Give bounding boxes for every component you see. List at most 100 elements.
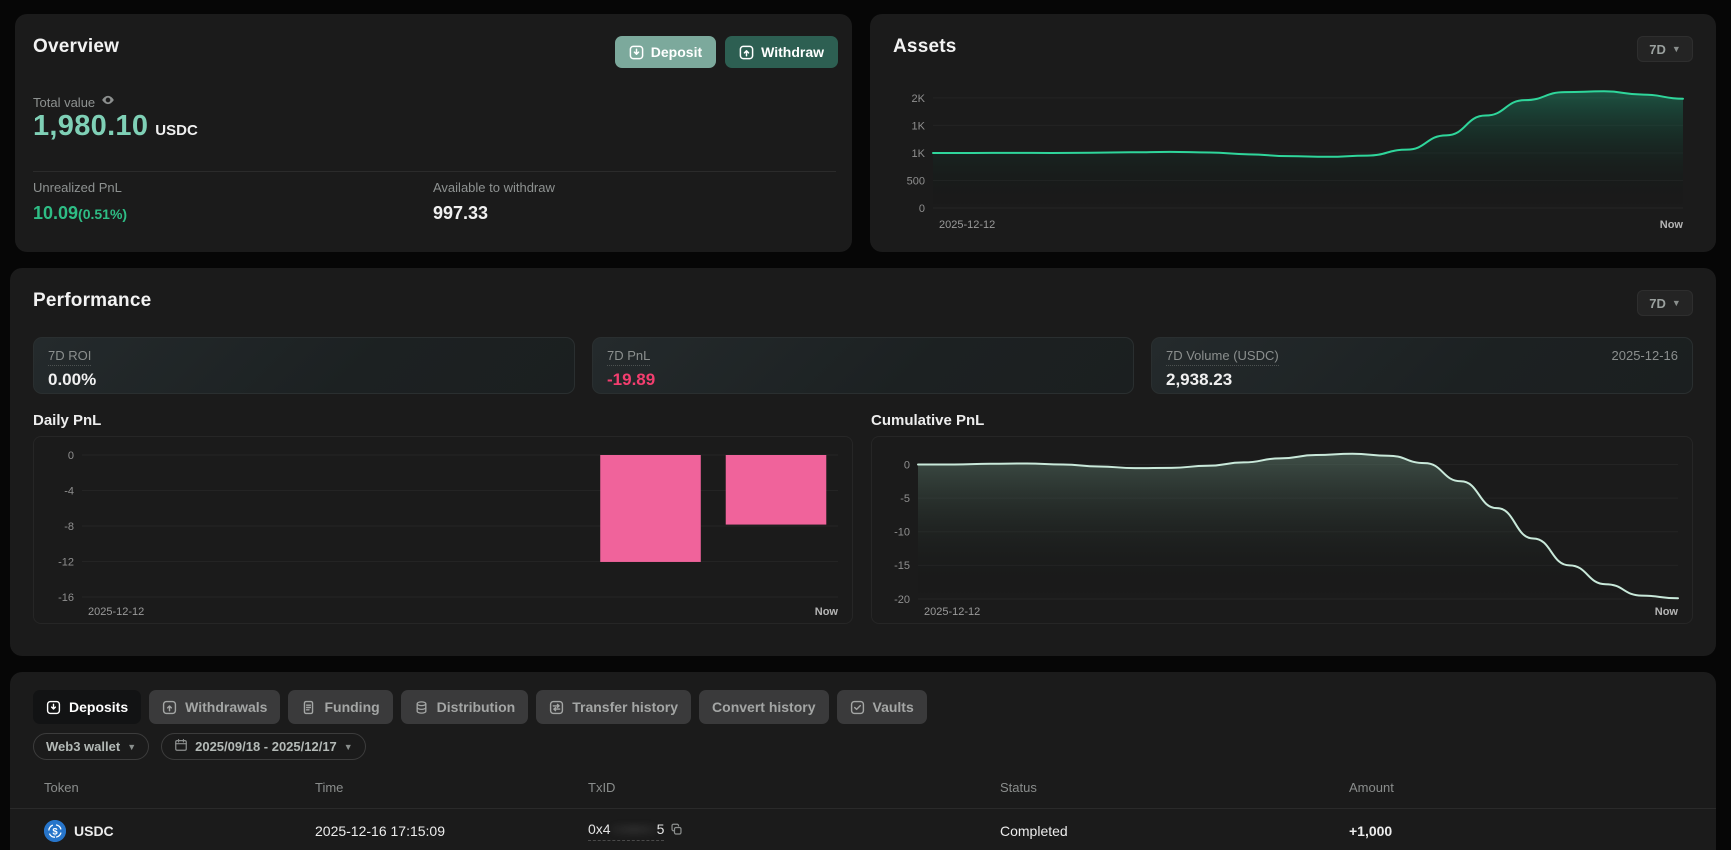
cumulative-pnl-title: Cumulative PnL [871,412,985,429]
col-header-status: Status [1000,780,1037,795]
transfer-icon [549,700,564,715]
withdraw-button[interactable]: Withdraw [725,36,838,68]
cumulative-pnl-chart: 0 -5 -10 -15 -20 2025-12-12 Now [871,436,1693,624]
overview-title: Overview [33,36,120,57]
chevron-down-icon: ▼ [343,741,353,752]
vaults-icon [850,700,865,715]
col-header-token: Token [44,780,79,795]
chevron-down-icon: ▼ [127,741,137,752]
tab-withdrawals[interactable]: Withdrawals [149,690,281,724]
tx-amount: +1,000 [1349,823,1393,839]
volume-value: 2,938.23 [1166,370,1233,389]
funding-icon [301,700,316,715]
svg-text:500: 500 [907,175,925,187]
svg-text:-4: -4 [64,485,74,497]
tx-status: Completed [1000,823,1068,839]
svg-text:-5: -5 [900,493,910,505]
tab-funding[interactable]: Funding [288,690,393,724]
eye-icon[interactable] [101,93,115,112]
table-header-divider [10,808,1716,809]
distribution-icon [414,700,429,715]
history-tabs: Deposits Withdrawals Fun [33,690,927,724]
svg-text:-12: -12 [58,556,74,568]
stat-card-pnl: 7D PnL -19.89 [592,337,1134,394]
assets-range-selector[interactable]: 7D ▼ [1637,36,1693,62]
svg-text:Now: Now [815,606,839,618]
tab-distribution[interactable]: Distribution [400,690,529,724]
roi-value: 0.00% [48,370,97,389]
performance-panel: Performance 7D ▼ 7D ROI 0.00% 7D PnL -19… [10,268,1716,656]
pnl-label: 7D PnL [607,348,651,366]
svg-text:-20: -20 [894,594,910,606]
overview-panel: Overview Deposit Withdraw [15,14,852,252]
unrealized-pnl-value: 10.09 [33,203,79,223]
unrealized-pnl-pct: (0.51%) [78,206,128,222]
calendar-icon [174,738,188,755]
tab-transfer-history[interactable]: Transfer history [536,690,692,724]
withdraw-icon [739,45,754,60]
deposit-button[interactable]: Deposit [614,36,717,68]
assets-panel: Assets 7D ▼ 2K 1K 1K 500 0 2025-12-12 Now [870,14,1716,252]
overview-divider [33,171,836,172]
table-row: $ USDC 2025-12-16 17:15:09 0x4 5 [10,809,1716,850]
withdraw-icon [162,700,177,715]
tab-deposits[interactable]: Deposits [33,690,142,724]
available-withdraw-label: Available to withdraw [433,180,555,195]
table-header: Token Time TxID Status Amount [10,780,1716,810]
total-value-label: Total value [33,95,96,110]
overview-actions: Deposit Withdraw [614,36,838,68]
total-value-unit: USDC [155,122,198,139]
svg-text:0: 0 [919,203,925,215]
performance-title: Performance [33,290,152,311]
usdc-token-icon: $ [44,820,66,842]
svg-text:2K: 2K [912,93,926,105]
svg-text:2025-12-12: 2025-12-12 [939,219,995,231]
stat-card-roi: 7D ROI 0.00% [33,337,575,394]
svg-text:Now: Now [1660,219,1684,231]
svg-text:0: 0 [904,459,910,471]
svg-text:1K: 1K [912,148,926,160]
svg-text:0: 0 [68,450,74,462]
txid-value[interactable]: 0x4 5 [588,821,665,841]
assets-title: Assets [893,36,957,57]
svg-text:-8: -8 [64,521,74,533]
col-header-amount: Amount [1349,780,1394,795]
svg-text:2025-12-12: 2025-12-12 [88,606,144,618]
token-name: USDC [74,823,114,839]
col-header-txid: TxID [588,780,616,795]
col-header-time: Time [315,780,344,795]
date-range-picker[interactable]: 2025/09/18 - 2025/12/17 ▼ [161,733,366,760]
svg-text:$: $ [52,826,58,837]
stat-card-volume: 7D Volume (USDC) 2,938.23 2025-12-16 [1151,337,1693,394]
tab-convert-history[interactable]: Convert history [699,690,829,724]
chevron-down-icon: ▼ [1671,44,1681,54]
svg-text:-16: -16 [58,592,74,604]
tab-vaults[interactable]: Vaults [836,690,927,724]
assets-chart: 2K 1K 1K 500 0 2025-12-12 Now [893,76,1693,236]
svg-text:Now: Now [1655,606,1679,618]
daily-pnl-chart: 0 -4 -8 -12 -16 2025-12-12 Now [33,436,853,624]
deposit-icon [629,45,644,60]
tx-time: 2025-12-16 17:15:09 [315,823,445,839]
svg-text:2025-12-12: 2025-12-12 [924,606,980,618]
history-panel: Deposits Withdrawals Fun [10,672,1716,850]
available-withdraw-value: 997.33 [433,203,489,223]
roi-label: 7D ROI [48,348,92,366]
performance-range-selector[interactable]: 7D ▼ [1637,290,1693,316]
copy-icon[interactable] [670,823,683,839]
svg-text:1K: 1K [912,120,926,132]
svg-text:-15: -15 [894,560,910,572]
daily-pnl-title: Daily PnL [33,412,102,429]
volume-label: 7D Volume (USDC) [1166,348,1279,366]
total-value: 1,980.10 [33,110,149,142]
svg-text:-10: -10 [894,527,910,539]
pnl-value: -19.89 [607,370,656,389]
deposit-icon [46,700,61,715]
txid-redacted-blur [610,822,657,836]
wallet-filter-dropdown[interactable]: Web3 wallet ▼ [33,733,150,760]
history-filters: Web3 wallet ▼ 2025/09/18 - 2025/12/17 ▼ [33,733,366,760]
chevron-down-icon: ▼ [1671,298,1681,308]
unrealized-pnl-label: Unrealized PnL [33,180,122,195]
volume-date: 2025-12-16 [1611,348,1679,363]
